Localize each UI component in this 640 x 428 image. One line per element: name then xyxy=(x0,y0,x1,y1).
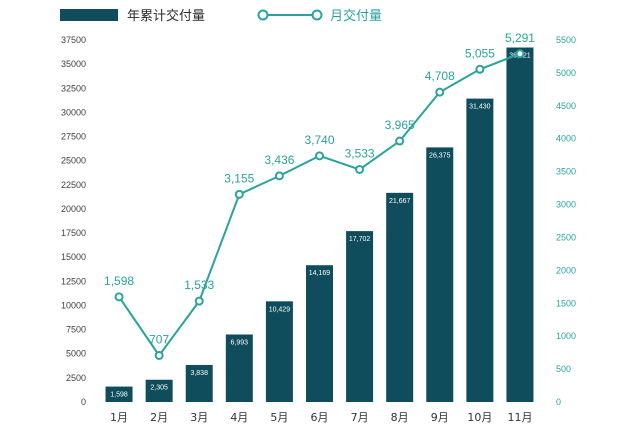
bar-value-label: 17,702 xyxy=(349,236,371,243)
x-tick-label: 4月 xyxy=(230,411,248,424)
bar xyxy=(386,192,414,402)
line-point xyxy=(475,64,485,74)
left-tick-label: 32500 xyxy=(61,83,86,93)
left-axis: 0 2500 5000 7500 10000 12500 15000 17500 20000 22… xyxy=(61,35,86,407)
line-point xyxy=(515,49,525,59)
x-tick-label: 6月 xyxy=(311,411,329,424)
line-value-label: 3,965 xyxy=(385,118,415,132)
x-tick-label: 7月 xyxy=(351,411,369,424)
legend: 年累计交付量 月交付量 xyxy=(60,8,382,24)
right-tick-label: 4500 xyxy=(556,101,576,111)
legend-swatch-cumulative xyxy=(60,9,118,21)
right-tick-label: 1000 xyxy=(556,331,576,341)
x-tick-label: 1月 xyxy=(110,411,128,424)
left-tick-label: 35000 xyxy=(61,59,86,69)
bar xyxy=(105,386,133,402)
x-tick-label: 8月 xyxy=(391,411,409,424)
left-tick-label: 10000 xyxy=(61,300,86,310)
line-value-label: 3,436 xyxy=(264,153,294,167)
bar xyxy=(506,47,534,402)
line-point xyxy=(315,151,324,161)
left-tick-label: 15000 xyxy=(61,252,86,262)
bar-value-label: 10,429 xyxy=(269,306,291,313)
left-tick-label: 25000 xyxy=(61,156,86,166)
line-point xyxy=(154,350,164,360)
left-tick-label: 7500 xyxy=(66,325,86,335)
line-value-label: 1,533 xyxy=(184,278,214,292)
left-tick-label: 0 xyxy=(81,397,86,407)
legend-marker-monthly-right xyxy=(311,9,323,21)
right-tick-label: 1500 xyxy=(556,298,576,308)
right-axis: 0 500 1000 1500 2000 2500 3000 3500 4000 4500 5000… xyxy=(556,35,576,407)
x-tick-label: 11月 xyxy=(507,411,532,424)
line-value-label: 707 xyxy=(149,332,169,346)
line-value-label: 3,155 xyxy=(224,171,254,185)
left-tick-label: 12500 xyxy=(61,276,86,286)
bar xyxy=(306,265,333,402)
bar-value-label: 1,598 xyxy=(110,392,128,399)
left-tick-label: 22500 xyxy=(61,180,86,190)
bar xyxy=(426,147,454,402)
line-value-label: 3,533 xyxy=(345,146,375,160)
bar-value-label: 31,430 xyxy=(469,104,491,111)
line-point xyxy=(395,136,405,146)
x-axis: 1月 2月 3月 4月 5月 6月 7月 8月 9月 10月 11月 xyxy=(110,411,532,424)
line-series: 1,598 707 1,533 3,155 3,436 3,740 3,533 3,965 4,… xyxy=(104,31,535,360)
bar-series: 1,598 2,305 3,838 6,993 10,429 14,169 17,702 21… xyxy=(105,47,534,402)
bar xyxy=(346,231,374,402)
x-tick-label: 5月 xyxy=(270,411,288,424)
left-tick-label: 20000 xyxy=(61,204,86,214)
right-tick-label: 5500 xyxy=(556,35,576,45)
x-tick-label: 2月 xyxy=(150,411,168,424)
right-tick-label: 500 xyxy=(556,364,571,374)
bar-value-label: 3,838 xyxy=(190,370,208,377)
left-tick-label: 30000 xyxy=(61,107,86,117)
line-point xyxy=(234,189,244,199)
line-value-label: 1,598 xyxy=(104,274,134,288)
bar xyxy=(185,364,213,402)
bar xyxy=(225,334,253,402)
legend-label-cumulative: 年累计交付量 xyxy=(127,8,205,24)
line-value-label: 4,708 xyxy=(425,69,455,83)
left-tick-label: 17500 xyxy=(61,228,86,238)
bar-value-label: 26,375 xyxy=(429,152,451,159)
right-tick-label: 0 xyxy=(556,397,561,407)
x-tick-label: 3月 xyxy=(190,411,208,424)
line-point xyxy=(194,296,204,306)
x-tick-label: 10月 xyxy=(467,411,492,424)
bar-value-label: 21,667 xyxy=(389,198,411,205)
right-tick-label: 3500 xyxy=(556,167,576,177)
left-tick-label: 27500 xyxy=(61,132,86,142)
bar xyxy=(145,379,173,402)
left-tick-label: 37500 xyxy=(61,35,86,45)
line-point xyxy=(274,171,284,181)
x-tick-label: 9月 xyxy=(431,411,449,424)
left-tick-label: 5000 xyxy=(66,349,86,359)
line-value-label: 5,291 xyxy=(505,31,535,45)
legend-label-monthly: 月交付量 xyxy=(330,8,382,24)
right-tick-label: 5000 xyxy=(556,68,576,78)
left-tick-label: 2500 xyxy=(66,373,86,383)
right-tick-label: 2500 xyxy=(556,232,576,242)
bar xyxy=(265,301,293,402)
right-tick-label: 4000 xyxy=(556,134,576,144)
line-point xyxy=(435,87,445,97)
bar-value-label: 14,169 xyxy=(309,270,331,277)
line-value-label: 3,740 xyxy=(304,133,334,147)
line-point xyxy=(114,292,124,302)
right-tick-label: 2000 xyxy=(556,265,576,275)
bar-value-label: 6,993 xyxy=(231,339,249,346)
bar xyxy=(466,98,494,402)
legend-marker-monthly-left xyxy=(257,9,269,21)
bar-value-label: 2,305 xyxy=(150,385,168,392)
line-point xyxy=(355,164,365,174)
line-value-label: 5,055 xyxy=(465,46,495,60)
right-tick-label: 3000 xyxy=(556,200,576,210)
